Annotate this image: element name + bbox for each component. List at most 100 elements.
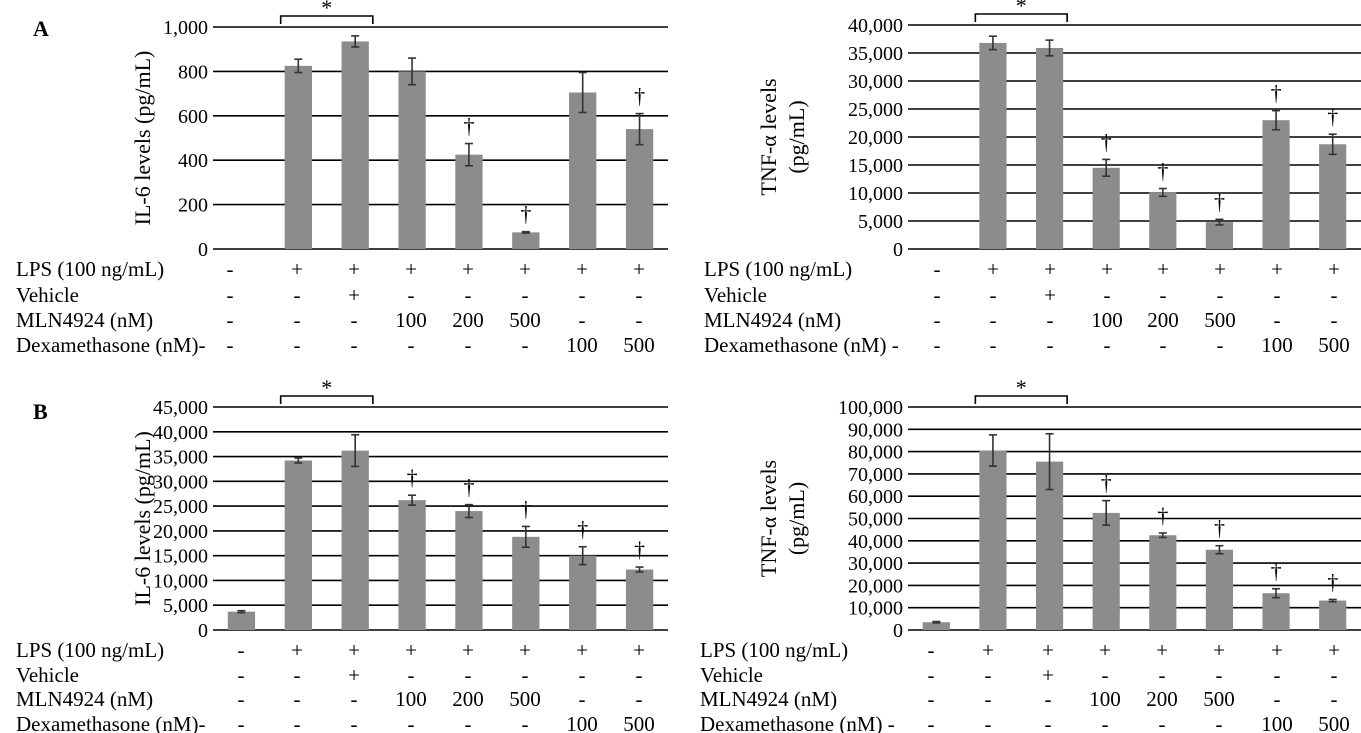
panel-label-a: A — [33, 16, 49, 41]
condition-cell: - — [351, 712, 358, 733]
condition-cell: - — [351, 308, 358, 332]
y-tick-label: 10,000 — [153, 570, 208, 592]
significance-dagger: † — [1101, 471, 1112, 496]
condition-cell: + — [348, 283, 360, 307]
bar — [398, 500, 426, 630]
y-tick-label: 35,000 — [153, 447, 208, 469]
condition-cell: + — [405, 638, 417, 662]
bar — [512, 232, 540, 249]
bar — [512, 536, 540, 630]
condition-cell: 100 — [1261, 333, 1293, 357]
condition-cell: + — [1328, 638, 1340, 662]
condition-cell: + — [576, 638, 588, 662]
condition-cell: + — [519, 257, 531, 281]
condition-cell: + — [987, 257, 999, 281]
bar — [1319, 144, 1347, 249]
condition-cell: - — [408, 333, 415, 357]
condition-cell: - — [1217, 283, 1224, 307]
y-tick-label: 40,000 — [153, 422, 208, 444]
y-tick-label: 0 — [893, 239, 903, 261]
y-tick-label: 40,000 — [848, 15, 903, 37]
y-tick-label: 25,000 — [848, 99, 903, 121]
condition-cell: - — [1331, 663, 1338, 687]
condition-cell: + — [291, 257, 303, 281]
condition-row-label: Vehicle — [704, 283, 767, 307]
condition-cell: - — [636, 687, 643, 711]
condition-cell: - — [934, 333, 941, 357]
condition-row-label: Dexamethasone (nM) - — [704, 333, 899, 357]
y-axis-title-line: (pg/mL) — [784, 100, 809, 173]
significance-dagger: † — [1327, 104, 1338, 129]
condition-cell: + — [348, 257, 360, 281]
condition-cell: + — [1099, 638, 1111, 662]
bar — [398, 71, 426, 250]
condition-cell: - — [238, 712, 245, 733]
condition-cell: + — [1271, 257, 1283, 281]
bar — [341, 450, 369, 630]
condition-cell: - — [928, 712, 935, 733]
chart-2: 0 5,000 10,000 15,000 20,000 25,000 30,000 35,0… — [704, 0, 1361, 357]
bar — [979, 450, 1007, 630]
condition-cell: - — [1217, 333, 1224, 357]
bar — [1205, 222, 1234, 249]
condition-cell: + — [1101, 257, 1113, 281]
significance-star: * — [321, 375, 332, 400]
condition-cell: 100 — [395, 308, 427, 332]
condition-cell: - — [1045, 712, 1052, 733]
y-axis-title: TNF-α levels (pg/mL) — [756, 460, 809, 577]
condition-cell: - — [408, 712, 415, 733]
condition-cell: - — [1047, 308, 1054, 332]
y-tick-label: 30,000 — [153, 471, 208, 493]
bar — [625, 569, 654, 630]
y-tick-label: 800 — [178, 61, 208, 83]
condition-cell: - — [636, 663, 643, 687]
y-tick-label: 15,000 — [848, 155, 903, 177]
y-tick-label: 30,000 — [848, 71, 903, 93]
y-tick-label: 45,000 — [153, 397, 208, 419]
condition-cell: - — [227, 257, 234, 281]
condition-cell: - — [522, 283, 529, 307]
significance-dagger: † — [520, 496, 531, 521]
condition-row-label: LPS (100 ng/mL) — [704, 257, 852, 281]
significance-dagger: † — [463, 475, 474, 500]
y-tick-label: 60,000 — [848, 486, 903, 508]
condition-cell: - — [990, 308, 997, 332]
condition-cell: - — [227, 333, 234, 357]
condition-row-label: Vehicle — [16, 283, 79, 307]
bar — [569, 555, 597, 630]
condition-cell: - — [1102, 663, 1109, 687]
y-axis-title: TNF-α levels (pg/mL) — [756, 78, 809, 195]
bar — [284, 65, 312, 249]
condition-cell: - — [351, 687, 358, 711]
condition-row-label: MLN4924 (nM) — [16, 687, 153, 711]
condition-cell: - — [1274, 283, 1281, 307]
condition-cell: + — [462, 638, 474, 662]
condition-cell: 500 — [623, 333, 655, 357]
condition-cell: + — [1214, 257, 1226, 281]
condition-cell: 100 — [566, 333, 598, 357]
charts: 0 200 400 600 800 1,000 IL-6 levels (pg/mL) * † †… — [16, 0, 1361, 733]
condition-cell: - — [1104, 333, 1111, 357]
condition-cell: 500 — [1318, 333, 1350, 357]
condition-cell: - — [522, 663, 529, 687]
y-tick-label: 70,000 — [848, 464, 903, 486]
y-tick-label: 5,000 — [858, 211, 903, 233]
condition-cell: - — [294, 712, 301, 733]
condition-cell: + — [576, 257, 588, 281]
significance-dagger: † — [1271, 81, 1282, 106]
condition-cell: 100 — [1261, 712, 1293, 733]
significance-dagger: † — [407, 465, 418, 490]
bar — [979, 42, 1007, 249]
condition-cell: + — [982, 638, 994, 662]
condition-cell: - — [1331, 283, 1338, 307]
y-tick-label: 600 — [178, 106, 208, 128]
y-tick-label: 1,000 — [163, 17, 208, 39]
condition-cell: + — [1044, 257, 1056, 281]
bar — [455, 511, 483, 630]
condition-cell: - — [522, 712, 529, 733]
y-tick-label: 35,000 — [848, 43, 903, 65]
condition-cell: + — [1044, 283, 1056, 307]
significance-star: * — [1016, 375, 1027, 400]
condition-cell: - — [1274, 308, 1281, 332]
